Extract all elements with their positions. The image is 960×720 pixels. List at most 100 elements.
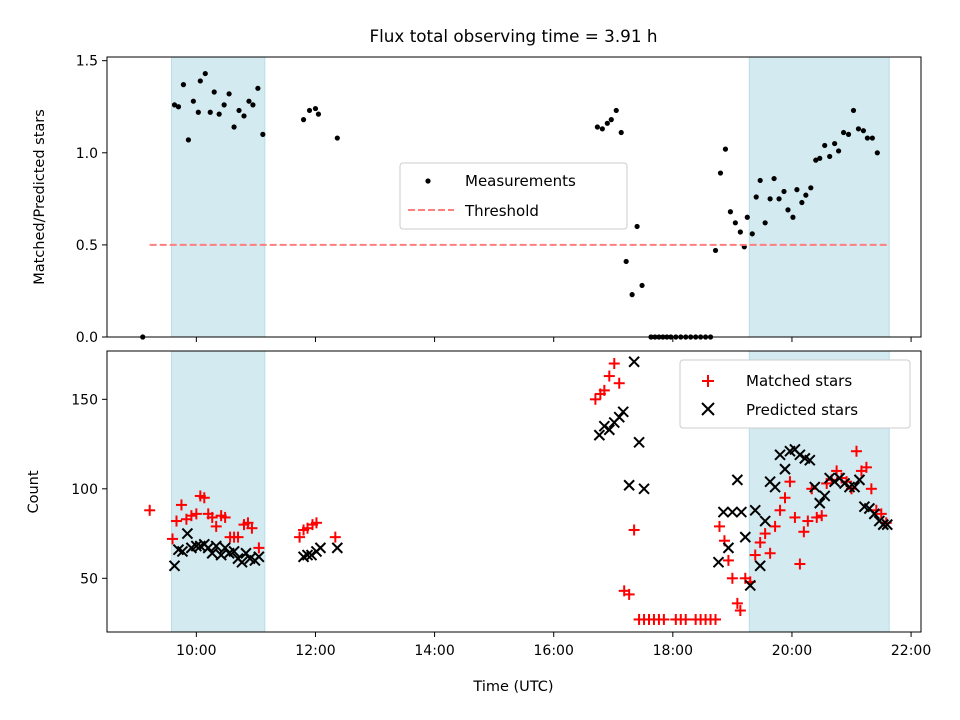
y-tick-label: 0.0 — [76, 330, 98, 346]
measurements-point — [744, 214, 750, 220]
measurements-point — [315, 111, 322, 117]
top-panel: 0.0 0.5 1.0 1.5 Matched/Predicted stars Mea… — [32, 54, 922, 346]
matched-stars-point — [206, 511, 218, 523]
y-tick-label: 150 — [71, 392, 98, 408]
shaded-interval-1 — [171, 56, 266, 338]
measurements-point — [727, 209, 734, 215]
matched-stars-point — [603, 370, 615, 382]
measurements-point — [226, 91, 232, 97]
predicted-stars-point — [774, 449, 786, 461]
matched-stars-point — [784, 476, 796, 488]
measurements-point — [623, 258, 629, 265]
predicted-stars-point — [739, 531, 752, 543]
x-tick-label: 12:00 — [295, 643, 335, 659]
matched-stars-point — [713, 520, 725, 532]
measurements-point — [202, 70, 208, 77]
top-y-axis-label: Matched/Predicted stars — [32, 109, 48, 285]
matched-stars-point — [789, 511, 801, 523]
matched-stars-point — [589, 393, 601, 405]
predicted-stars-point — [210, 540, 222, 552]
x-tick-label: 20:00 — [772, 643, 812, 659]
measurements-point — [757, 177, 763, 184]
measurements-point — [185, 137, 191, 143]
matched-stars-point — [598, 384, 610, 396]
measurements-point — [629, 292, 635, 298]
measurements-point — [599, 126, 605, 132]
matched-stars-point — [779, 492, 791, 504]
measurements-point — [300, 117, 307, 123]
predicted-stars-point — [176, 545, 189, 558]
matched-stars-point — [185, 510, 197, 522]
matched-stars-point — [726, 572, 738, 584]
predicted-stars-point — [754, 560, 766, 572]
measurements-point — [171, 102, 178, 108]
top-x-ticks — [195, 337, 912, 342]
bottom-y-axis-label: Count — [26, 470, 42, 513]
predicted-stars-point — [617, 406, 629, 418]
measurements-point — [869, 135, 875, 141]
measurements-point — [832, 140, 838, 147]
top-series — [140, 70, 890, 340]
x-tick-label: 18:00 — [653, 643, 693, 659]
x-axis-label: Time (UTC) — [472, 679, 553, 695]
bottom-series — [144, 356, 893, 625]
matched-stars-point — [710, 613, 722, 625]
measurements-point — [767, 196, 773, 202]
matched-stars-point — [232, 531, 244, 543]
predicted-stars-point — [623, 479, 635, 491]
shaded-interval-2 — [748, 56, 890, 338]
measurements-point — [211, 89, 217, 95]
predicted-stars-point — [301, 549, 314, 561]
measurements-point — [840, 129, 847, 136]
measurements-point — [845, 131, 852, 137]
measurements-point — [732, 220, 738, 226]
legend-predicted-label: Predicted stars — [746, 401, 858, 419]
bottom-x-ticks: 10:00 12:00 14:00 16:00 18:00 20:00 22:00 — [176, 632, 931, 659]
shaded-interval-1 — [171, 350, 266, 633]
measurements-point — [712, 247, 719, 254]
measurements-point — [207, 109, 213, 115]
predicted-stars-point — [712, 556, 725, 568]
matched-stars-point — [769, 520, 781, 532]
matched-stars-point — [794, 558, 806, 570]
bottom-legend: Matched stars Predicted stars — [679, 359, 911, 429]
matched-stars-point — [190, 508, 202, 520]
measurements-point — [216, 111, 222, 117]
matched-stars-point — [816, 510, 828, 522]
measurements-point — [236, 107, 242, 114]
predicted-stars-point — [744, 579, 756, 592]
top-legend-box — [399, 162, 628, 230]
measurements-point — [608, 117, 614, 123]
predicted-stars-point — [722, 542, 735, 554]
matched-stars-point — [811, 511, 823, 523]
matched-stars-point — [144, 504, 156, 516]
predicted-stars-point — [638, 483, 650, 495]
matched-stars-point — [731, 597, 743, 609]
measurements-point — [221, 102, 227, 108]
matched-stars-point — [198, 492, 210, 504]
measurements-point — [722, 146, 729, 152]
x-tick-label: 16:00 — [534, 643, 574, 659]
predicted-stars-point — [731, 474, 744, 486]
measurements-point — [195, 109, 201, 115]
matched-stars-point — [167, 533, 179, 545]
measurements-point — [817, 155, 823, 161]
measurements-point — [618, 129, 624, 136]
measurements-point — [737, 229, 743, 235]
measurements-point — [190, 98, 196, 104]
matched-stars-point — [865, 483, 877, 495]
predicted-stars-point — [628, 356, 640, 368]
measurements-point — [781, 188, 787, 195]
matched-stars-point — [749, 549, 761, 561]
measurements-point — [874, 150, 880, 156]
matched-stars-point — [329, 531, 341, 543]
measurements-point — [334, 135, 340, 141]
predicted-stars-point — [877, 518, 889, 531]
predicted-stars-point — [848, 481, 861, 493]
legend-predicted-marker — [701, 402, 715, 416]
measurements-point — [255, 85, 261, 91]
measurements-point — [813, 157, 819, 163]
predicted-stars-point — [819, 490, 831, 502]
matched-stars-point — [210, 520, 222, 532]
predicted-stars-point — [253, 551, 265, 563]
